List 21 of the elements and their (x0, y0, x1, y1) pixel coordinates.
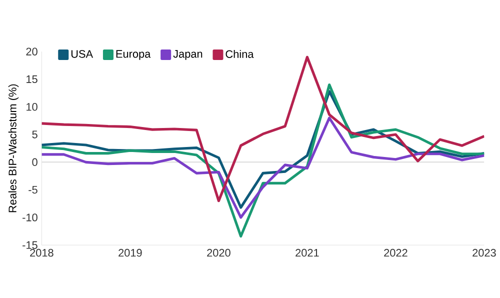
x-tick-label: 2021 (296, 249, 319, 257)
x-tick-label: 2023 (472, 249, 496, 257)
x-tick-label: 2019 (118, 249, 142, 257)
y-tick-label: -10 (22, 214, 38, 222)
y-tick-label: 5 (32, 130, 38, 138)
legend-label: Europa (116, 50, 151, 60)
line-series (42, 116, 484, 219)
legend-label: China (226, 50, 254, 58)
x-tick-label: 2020 (207, 249, 230, 257)
x-tick-label: 2022 (384, 249, 408, 257)
legend-label: USA (71, 50, 94, 58)
y-tick-label: 20 (26, 48, 38, 56)
y-tick-label: -5 (28, 186, 38, 194)
x-tick-label: 2018 (30, 249, 54, 257)
line-series (42, 84, 484, 238)
y-tick-label: 15 (26, 76, 38, 84)
y-tick-label: 0 (32, 158, 38, 166)
y-axis-title: Reales BIP-Wachstum (%) (8, 84, 19, 212)
y-tick-label: 10 (26, 103, 38, 111)
legend-label: Japan (173, 50, 202, 60)
y-tick-label: -15 (22, 241, 38, 250)
